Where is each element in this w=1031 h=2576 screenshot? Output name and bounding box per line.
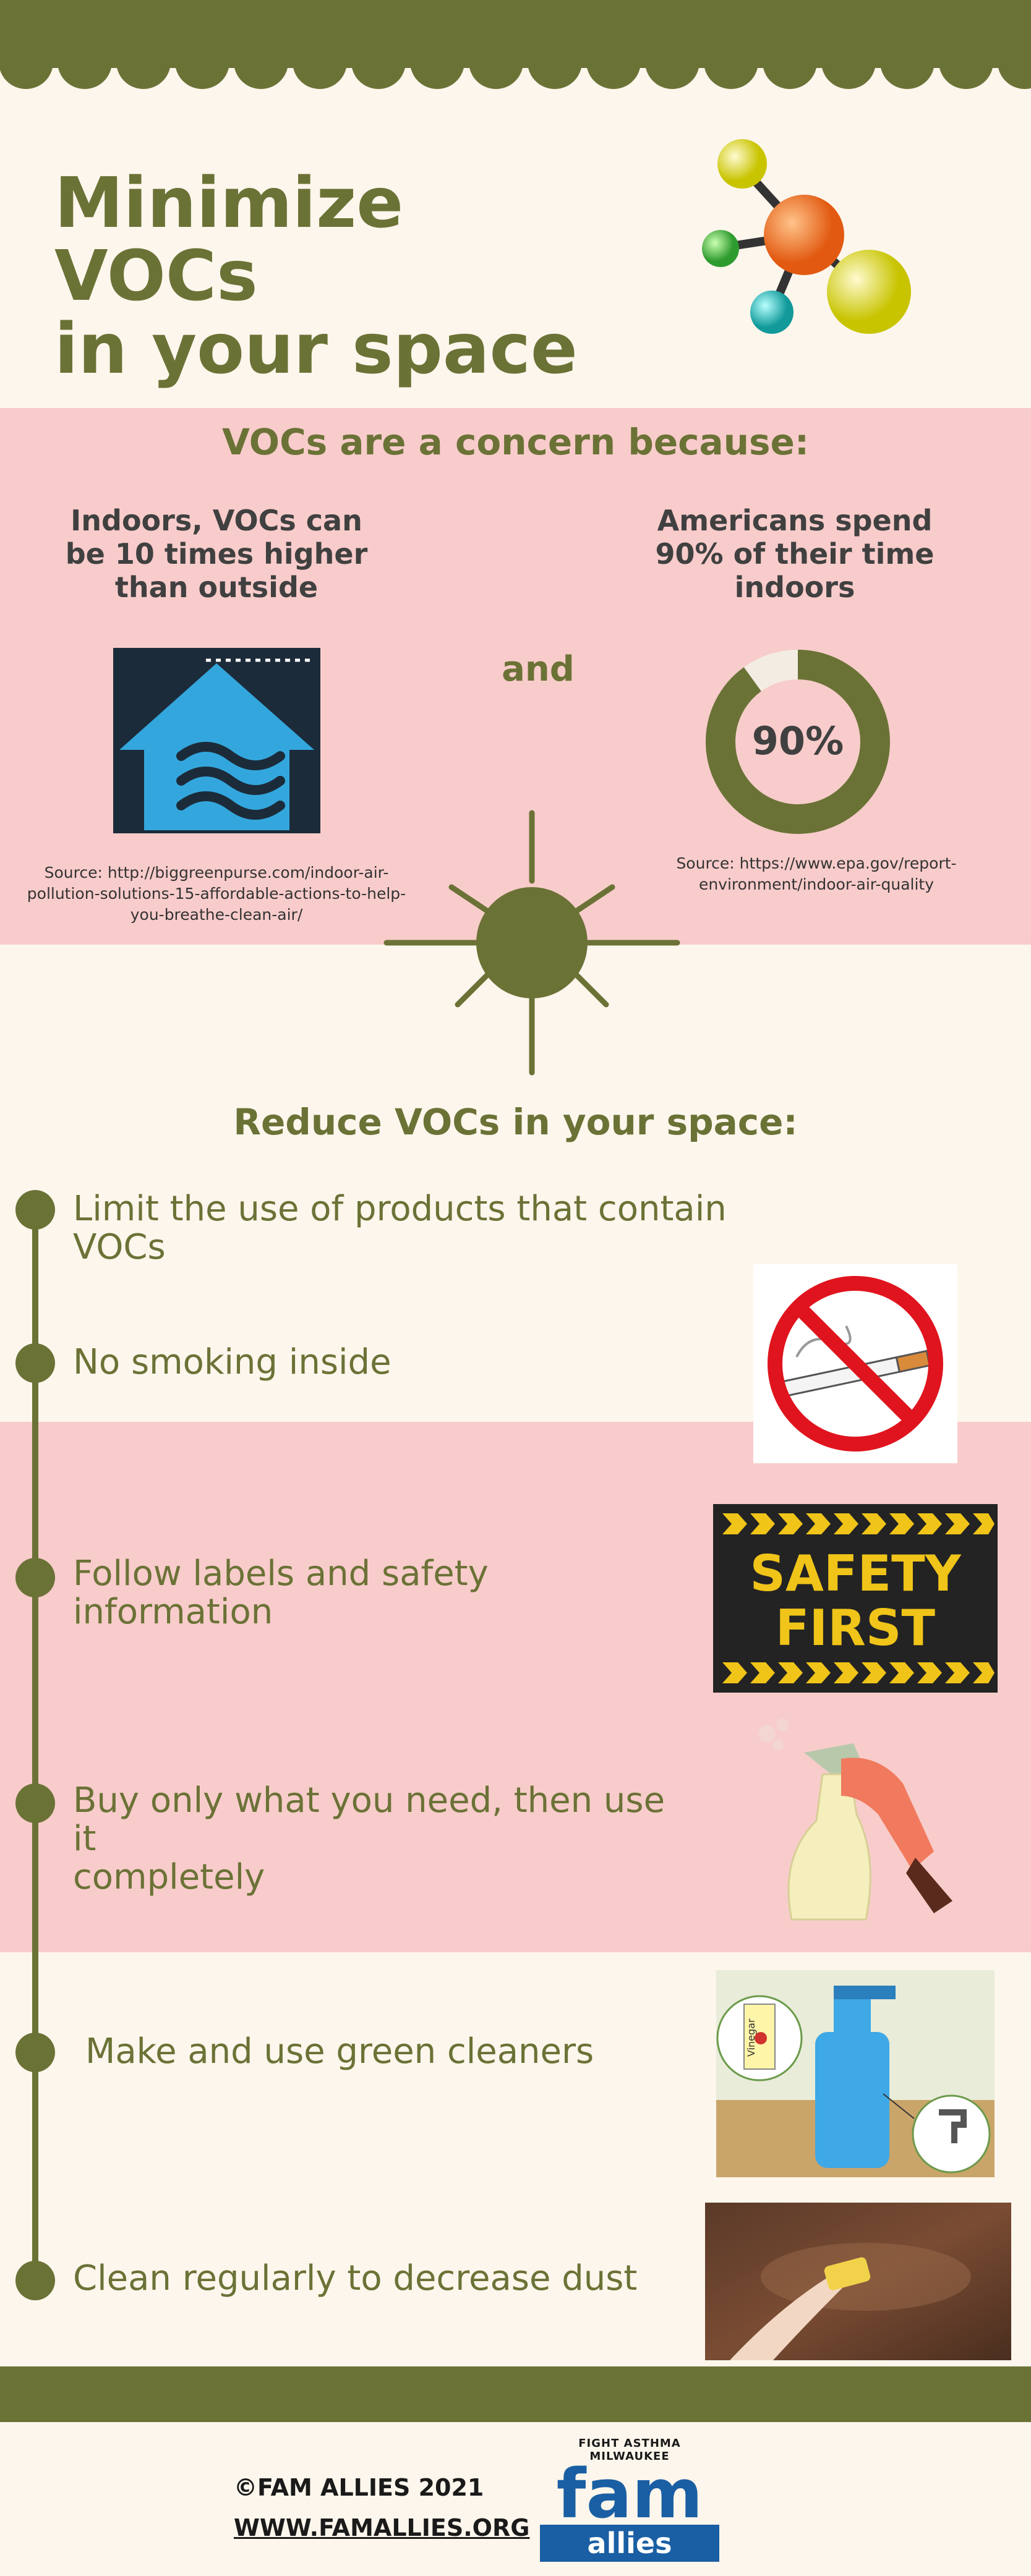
and-connector: and	[502, 649, 575, 689]
step-limit-products: Limit the use of products that contain V…	[73, 1189, 727, 1267]
molecule-icon	[702, 139, 911, 334]
timeline-dot	[15, 2261, 55, 2300]
safety-first-sign: SAFETY FIRST	[713, 1504, 998, 1693]
step-line: Buy only what you need, then use it	[73, 1780, 665, 1859]
reduce-heading: Reduce VOCs in your space:	[233, 1101, 798, 1143]
website-link[interactable]: WWW.FAMALLIES.ORG	[234, 2514, 530, 2541]
house-air-icon	[113, 648, 320, 833]
indoor-time-stat: Americans spend 90% of their time indoor…	[609, 504, 980, 604]
step-line: completely	[73, 1857, 265, 1897]
timeline-dot	[15, 1558, 55, 1597]
safety-line-2: FIRST	[776, 1599, 936, 1657]
green-cleaners-icon: Vinegar	[716, 1970, 995, 2177]
left-source: Source: http://biggreenpurse.com/indoor-…	[19, 862, 414, 925]
stat-line: 90% of their time	[655, 537, 935, 571]
timeline-dot	[15, 1190, 55, 1230]
page-title: Minimize VOCs in your space	[54, 167, 611, 386]
logo-wordmark: fam	[556, 2454, 703, 2533]
copyright: ©FAM ALLIES 2021	[234, 2474, 484, 2501]
timeline-dot	[15, 1783, 55, 1823]
stat-line: be 10 times higher	[65, 537, 368, 571]
stat-line: Americans spend	[657, 504, 933, 537]
scallop-border	[0, 62, 1031, 89]
source-line: environment/indoor-air-quality	[698, 875, 935, 893]
footer-divider	[0, 2366, 1031, 2422]
dusting-photo	[705, 2203, 1011, 2360]
timeline-dot	[15, 1343, 55, 1383]
safety-line-1: SAFETY	[750, 1545, 961, 1602]
concern-heading: VOCs are a concern because:	[221, 421, 810, 463]
no-smoking-icon	[753, 1264, 957, 1463]
stat-line: than outside	[114, 571, 319, 604]
step-follow-labels: Follow labels and safety information	[73, 1554, 489, 1632]
source-line: you-breathe-clean-air/	[130, 906, 303, 924]
title-line-2: in your space	[54, 309, 578, 389]
source-line: pollution-solutions-15-affordable-action…	[27, 885, 406, 903]
source-line: Source: https://www.epa.gov/report-	[676, 854, 957, 872]
right-source: Source: https://www.epa.gov/report- envi…	[649, 853, 983, 895]
logo-subtitle: allies	[540, 2525, 719, 2562]
stat-line: Indoors, VOCs can	[71, 504, 362, 537]
logo-tagline: FIGHT ASTHMA MILWAUKEE	[578, 2437, 681, 2463]
timeline-dot	[15, 2033, 55, 2072]
timeline-line	[32, 1209, 38, 2281]
sun-icon	[383, 810, 680, 1076]
top-banner	[0, 0, 1031, 68]
step-green-cleaners: Make and use green cleaners	[85, 2031, 594, 2072]
source-line: Source: http://biggreenpurse.com/indoor-…	[44, 864, 389, 882]
fam-allies-logo: FIGHT ASTHMA MILWAUKEE fam allies	[540, 2437, 719, 2562]
title-line-1: Minimize VOCs	[54, 163, 404, 317]
percent-donut: 90%	[706, 650, 890, 834]
spray-bottle-icon	[758, 1719, 952, 1921]
step-clean-regularly: Clean regularly to decrease dust	[73, 2258, 638, 2298]
vinegar-label: Vinegar	[745, 2018, 757, 2057]
indoor-voc-stat: Indoors, VOCs can be 10 times higher tha…	[31, 504, 402, 604]
step-buy-what-you-need: Buy only what you need, then use it comp…	[73, 1782, 691, 1897]
stat-line: indoors	[734, 571, 855, 604]
donut-label: 90%	[752, 718, 844, 763]
step-no-smoking: No smoking inside	[73, 1342, 391, 1382]
donut-arc	[706, 650, 890, 834]
